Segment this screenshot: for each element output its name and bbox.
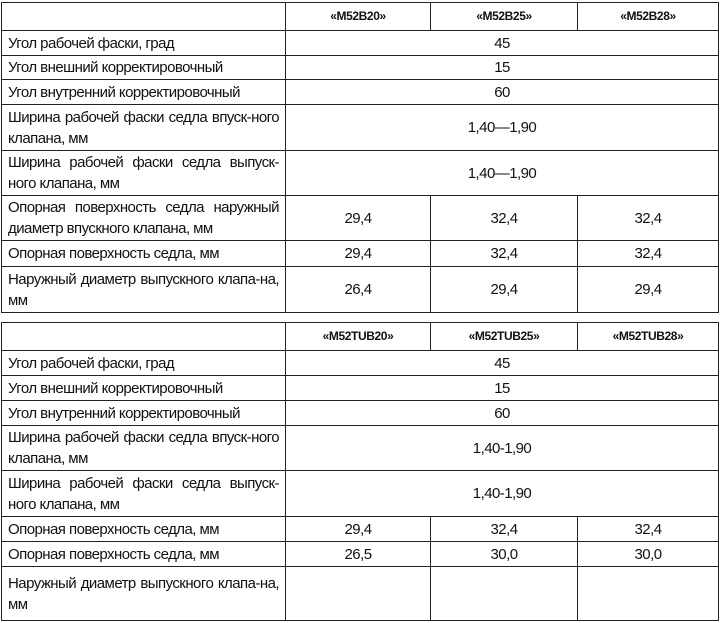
table-row: Угол рабочей фаски, град 45 (1, 350, 719, 376)
row-label: Ширина рабочей фаски седла впуск-ного кл… (1, 104, 286, 151)
value-cell: 32,4 (577, 240, 719, 267)
value-cell: 29,4 (285, 516, 431, 542)
table-row: Наружный диаметр выпускного клапа-на, мм… (1, 266, 719, 313)
column-header: «M52TUB25» (430, 322, 578, 351)
header-blank-cell (1, 322, 286, 351)
value-cell: 32,4 (430, 240, 578, 267)
value-cell (430, 566, 578, 621)
value-cell: 60 (285, 79, 719, 105)
column-header: «M52B28» (577, 2, 719, 31)
row-label: Угол внутренний корректировочный (1, 400, 286, 426)
value-cell: 1,40-1,90 (285, 470, 719, 517)
table-row: Опорная поверхность седла, мм 29,4 32,4 32,… (1, 240, 719, 267)
row-label: Опорная поверхность седла наружный диаме… (1, 195, 286, 241)
value-cell: 29,4 (285, 195, 431, 241)
value-cell: 15 (285, 55, 719, 80)
value-cell: 29,4 (577, 266, 719, 313)
row-label: Наружный диаметр выпускного клапа-на, мм (1, 266, 286, 313)
table-header-row: «M52TUB20» «M52TUB25» «M52TUB28» (1, 322, 719, 351)
row-label: Опорная поверхность седла, мм (1, 516, 286, 542)
value-cell: 26,4 (285, 266, 431, 313)
table-row: Угол внешний корректировочный 15 (1, 55, 719, 80)
value-cell: 45 (285, 350, 719, 376)
value-cell: 45 (285, 30, 719, 56)
table-row: Угол внутренний корректировочный 60 (1, 400, 719, 426)
table-row: Ширина рабочей фаски седла впуск-ного кл… (1, 104, 719, 151)
table-row: Угол рабочей фаски, град 45 (1, 30, 719, 56)
value-cell: 26,5 (285, 541, 431, 567)
value-cell: 32,4 (577, 516, 719, 542)
value-cell: 29,4 (285, 240, 431, 267)
row-label: Угол внутренний корректировочный (1, 79, 286, 105)
spec-table-m52: «M52B20» «M52B25» «M52B28» Угол рабочей фас… (1, 2, 719, 313)
value-cell: 60 (285, 400, 719, 426)
table-row: Ширина рабочей фаски седла выпуск-ного к… (1, 150, 719, 196)
row-label: Опорная поверхность седла, мм (1, 541, 286, 567)
value-cell: 15 (285, 375, 719, 401)
table-row: Наружный диаметр выпускного клапа-на, мм (1, 566, 719, 621)
row-label: Угол рабочей фаски, град (1, 30, 286, 56)
value-cell: 32,4 (577, 195, 719, 241)
table-row: Ширина рабочей фаски седла выпуск-ного к… (1, 470, 719, 517)
value-cell: 29,4 (430, 266, 578, 313)
value-cell: 1,40—1,90 (285, 104, 719, 151)
row-label: Угол внешний корректировочный (1, 55, 286, 80)
row-label: Угол рабочей фаски, град (1, 350, 286, 376)
value-cell: 32,4 (430, 195, 578, 241)
row-label: Наружный диаметр выпускного клапа-на, мм (1, 566, 286, 621)
value-cell: 1,40-1,90 (285, 425, 719, 471)
table-row: Ширина рабочей фаски седла впуск-ного кл… (1, 425, 719, 471)
row-label: Ширина рабочей фаски седла выпуск-ного к… (1, 470, 286, 517)
table-row: Угол внутренний корректировочный 60 (1, 79, 719, 105)
spec-table-m52tu: «M52TUB20» «M52TUB25» «M52TUB28» Угол рабоч… (1, 322, 719, 621)
table-row: Опорная поверхность седла наружный диаме… (1, 195, 719, 241)
table-row: Опорная поверхность седла, мм 26,5 30,0 30,… (1, 541, 719, 567)
value-cell: 30,0 (577, 541, 719, 567)
row-label: Ширина рабочей фаски седла впуск-ного кл… (1, 425, 286, 471)
row-label: Ширина рабочей фаски седла выпуск-ного к… (1, 150, 286, 196)
table-row: Опорная поверхность седла, мм 29,4 32,4 32,… (1, 516, 719, 542)
value-cell: 32,4 (430, 516, 578, 542)
table-row: Угол внешний корректировочный 15 (1, 375, 719, 401)
column-header: «M52B25» (430, 2, 578, 31)
column-header: «M52TUB28» (577, 322, 719, 351)
row-label: Угол внешний корректировочный (1, 375, 286, 401)
row-label: Опорная поверхность седла, мм (1, 240, 286, 267)
table-header-row: «M52B20» «M52B25» «M52B28» (1, 2, 719, 31)
header-blank-cell (1, 2, 286, 31)
column-header: «M52TUB20» (285, 322, 431, 351)
value-cell (577, 566, 719, 621)
column-header: «M52B20» (285, 2, 431, 31)
value-cell: 30,0 (430, 541, 578, 567)
value-cell: 1,40—1,90 (285, 150, 719, 196)
value-cell (285, 566, 431, 621)
